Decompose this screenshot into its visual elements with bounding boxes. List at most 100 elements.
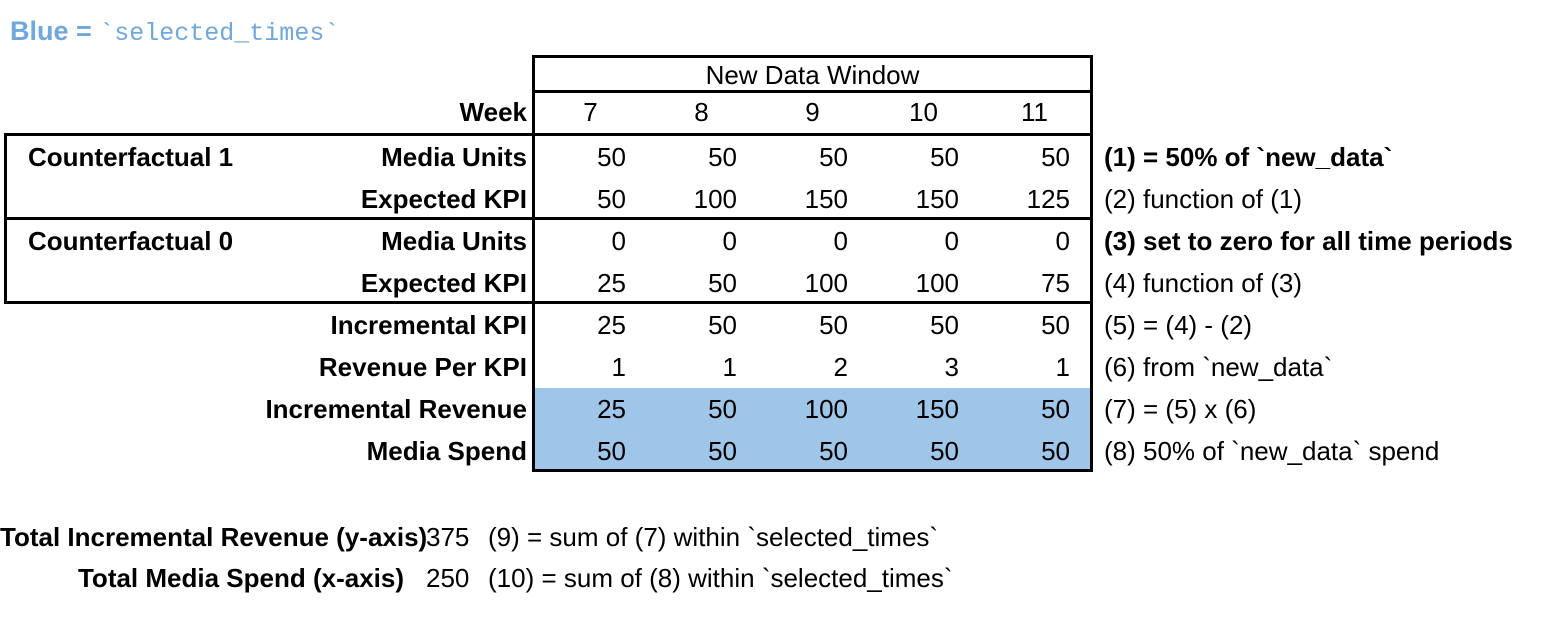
row-label: Incremental Revenue: [265, 394, 527, 424]
data-cell: 50: [708, 268, 737, 298]
border-line: [532, 55, 535, 472]
legend-prefix: Blue =: [10, 16, 100, 46]
data-cell: 50: [597, 184, 626, 214]
data-cell: 50: [708, 310, 737, 340]
total-value: 375: [426, 522, 470, 552]
data-cell: 150: [804, 184, 848, 214]
table-row-media-units-cf1: Counterfactual 1 Media Units 50 50 50 50…: [0, 136, 1544, 178]
border-line: [4, 133, 7, 304]
border-line: [532, 469, 1093, 472]
row-note: (1) = 50% of `new_data`: [1104, 142, 1393, 172]
data-cell: 50: [1041, 394, 1070, 424]
border-line: [1090, 55, 1093, 472]
data-cell: 50: [930, 436, 959, 466]
data-cell: 25: [597, 268, 626, 298]
highlight-legend: Blue = `selected_times`: [10, 14, 339, 48]
data-cell: 50: [597, 436, 626, 466]
data-cell: 50: [597, 142, 626, 172]
table-row-revenue-per-kpi: Revenue Per KPI 1 1 2 3 1 (6) from `new_…: [0, 346, 1544, 388]
row-values: 50 50 50 50 50: [535, 136, 1090, 178]
row-label: Media Units: [381, 142, 527, 172]
table-row-media-spend: Media Spend 50 50 50 50 50 (8) 50% of `n…: [0, 430, 1544, 472]
total-label: Total Media Spend (x-axis): [77, 563, 404, 593]
row-note: (6) from `new_data`: [1104, 352, 1333, 382]
table-row-expected-kpi-cf1: Expected KPI 50 100 150 150 125 (2) func…: [0, 178, 1544, 220]
week-cell: 9: [805, 97, 820, 127]
data-cell: 50: [819, 142, 848, 172]
data-cell: 100: [804, 394, 848, 424]
data-cell: 2: [833, 352, 848, 382]
data-cell: 50: [930, 142, 959, 172]
data-cell: 3: [944, 352, 959, 382]
table-row-expected-kpi-cf0: Expected KPI 25 50 100 100 75 (4) functi…: [0, 262, 1544, 304]
table-row-incremental-kpi: Incremental KPI 25 50 50 50 50 (5) = (4)…: [0, 304, 1544, 346]
data-cell: 1: [611, 352, 626, 382]
row-values: 25 50 50 50 50: [535, 304, 1090, 346]
data-cell: 100: [804, 268, 848, 298]
data-cell: 125: [1026, 184, 1070, 214]
row-label: Expected KPI: [360, 184, 527, 214]
data-cell: 25: [597, 394, 626, 424]
data-cell: 50: [819, 310, 848, 340]
legend-code: `selected_times`: [99, 19, 340, 48]
data-cell: 0: [1055, 226, 1070, 256]
data-cell: 50: [819, 436, 848, 466]
total-value: 250: [426, 563, 470, 593]
row-note: (2) function of (1): [1104, 184, 1302, 214]
row-label: Revenue Per KPI: [318, 352, 527, 382]
row-values: 0 0 0 0 0: [535, 220, 1090, 262]
row-note: (3) set to zero for all time periods: [1104, 226, 1513, 256]
week-cell: 10: [909, 97, 938, 127]
border-line: [532, 55, 1093, 58]
group-label-counterfactual-1: Counterfactual 1: [28, 142, 234, 172]
selected-times-highlight: [535, 388, 1090, 470]
week-cell: 11: [1021, 97, 1048, 127]
row-note: (4) function of (3): [1104, 268, 1302, 298]
row-values: 50 100 150 150 125: [535, 178, 1090, 220]
week-row: Week 7 8 9 10 11: [0, 92, 1544, 133]
border-line: [4, 217, 1093, 220]
border-line: [4, 301, 1093, 304]
table-row-incremental-revenue: Incremental Revenue 25 50 100 150 50 (7)…: [0, 388, 1544, 430]
row-label: Expected KPI: [360, 268, 527, 298]
data-cell: 150: [915, 184, 959, 214]
row-label: Incremental KPI: [330, 310, 527, 340]
row-values-highlighted: 50 50 50 50 50: [535, 430, 1090, 472]
data-cell: 0: [833, 226, 848, 256]
data-cell: 50: [708, 142, 737, 172]
row-values: 1 1 2 3 1: [535, 346, 1090, 388]
row-note: (8) 50% of `new_data` spend: [1104, 436, 1440, 466]
data-cell: 1: [1055, 352, 1070, 382]
data-cell: 50: [1041, 310, 1070, 340]
data-cell: 50: [708, 436, 737, 466]
data-cell: 0: [722, 226, 737, 256]
data-cell: 0: [944, 226, 959, 256]
row-label: Media Units: [381, 226, 527, 256]
week-cell: 7: [583, 97, 598, 127]
row-note: (5) = (4) - (2): [1104, 310, 1253, 340]
total-label: Total Incremental Revenue (y-axis): [0, 522, 428, 552]
data-cell: 25: [597, 310, 626, 340]
total-incremental-revenue-line: Total Incremental Revenue (y-axis) 375 (…: [0, 520, 938, 554]
data-cell: 50: [1041, 142, 1070, 172]
total-media-spend-line: Total Media Spend (x-axis) 250 (10) = su…: [0, 561, 953, 595]
data-cell: 100: [693, 184, 737, 214]
data-cell: 50: [708, 394, 737, 424]
total-note: (9) = sum of (7) within `selected_times`: [488, 522, 939, 552]
data-cell: 50: [930, 310, 959, 340]
week-cell: 8: [694, 97, 709, 127]
week-values: 7 8 9 10 11: [535, 92, 1090, 133]
border-line: [532, 90, 1093, 93]
total-note: (10) = sum of (8) within `selected_times…: [488, 563, 953, 593]
new-data-window-header: New Data Window: [705, 60, 920, 90]
group-label-counterfactual-0: Counterfactual 0: [28, 226, 234, 256]
row-values-highlighted: 25 50 100 150 50: [535, 388, 1090, 430]
row-label: Media Spend: [366, 436, 527, 466]
data-cell: 50: [1041, 436, 1070, 466]
data-cell: 100: [915, 268, 959, 298]
row-note: (7) = (5) x (6): [1104, 394, 1257, 424]
data-cell: 150: [915, 394, 959, 424]
week-label: Week: [459, 97, 527, 127]
data-cell: 0: [611, 226, 626, 256]
